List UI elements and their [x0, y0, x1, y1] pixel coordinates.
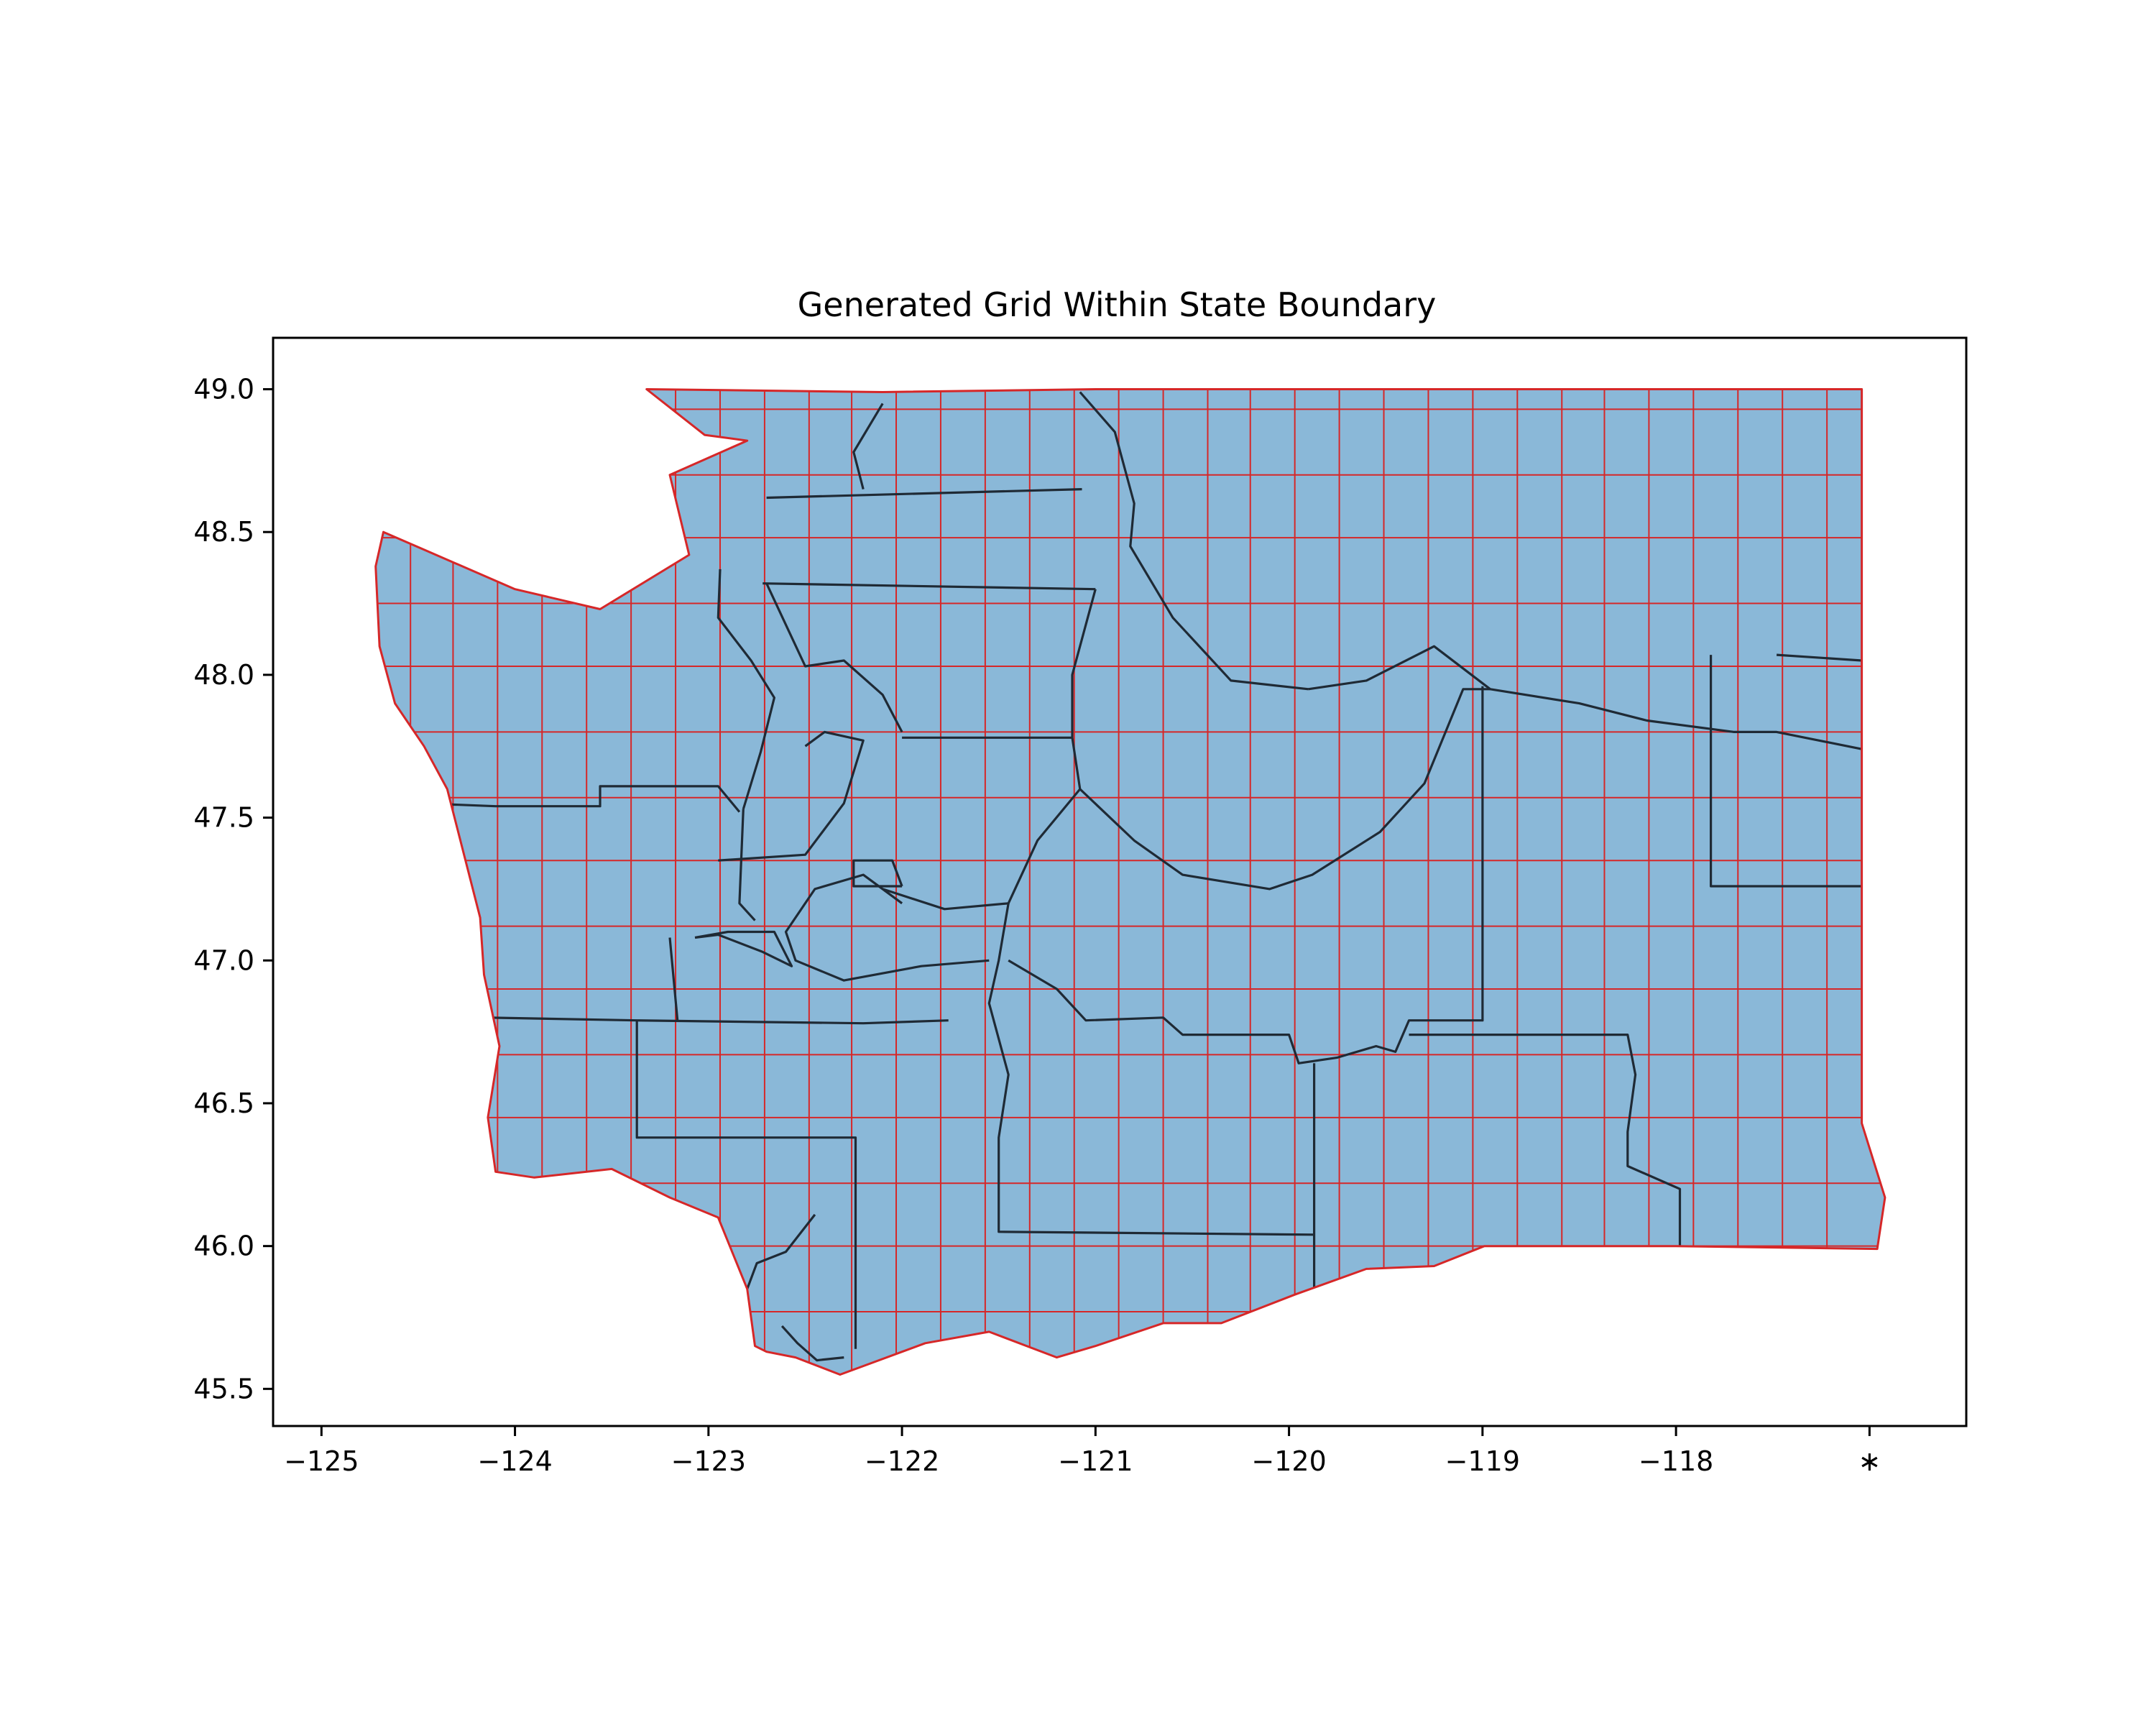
x-tick-label: −123: [671, 1445, 746, 1477]
x-tick-label: −125: [284, 1445, 359, 1477]
x-tick-label: −122: [865, 1445, 939, 1477]
county-boundary: [763, 582, 1096, 591]
county-boundary: [1776, 653, 1862, 662]
county-boundary: [694, 930, 793, 967]
county-boundary: [784, 873, 990, 982]
county-boundary: [486, 1016, 949, 1025]
county-boundary: [668, 937, 679, 1021]
y-tick-label: 47.5: [193, 802, 254, 834]
y-tick-label: 48.5: [193, 516, 254, 548]
axes-frame: [272, 336, 1968, 1427]
y-tick-label: 46.0: [193, 1230, 254, 1262]
county-boundary: [1071, 589, 1491, 891]
x-tick-label: −118: [1639, 1445, 1713, 1477]
county-boundary: [1008, 686, 1484, 1064]
x-tick-label: ∗: [1858, 1445, 1881, 1477]
y-tick-label: 49.0: [193, 374, 254, 405]
county-boundary: [766, 488, 1082, 500]
x-tick-label: −121: [1058, 1445, 1133, 1477]
county-boundary: [635, 1020, 857, 1349]
county-boundary: [718, 730, 865, 862]
county-boundary: [765, 583, 903, 733]
y-tick-label: 48.0: [193, 659, 254, 691]
county-boundary: [780, 1325, 844, 1362]
county-boundary: [717, 569, 776, 810]
state-fill: [375, 389, 1885, 1375]
county-boundary: [1308, 645, 1862, 750]
county-boundary: [422, 785, 741, 813]
county-boundary: [746, 1213, 816, 1289]
y-tick-label: 46.5: [193, 1087, 254, 1119]
county-boundary: [852, 402, 884, 490]
county-boundaries: [422, 391, 1862, 1362]
county-boundary: [1710, 655, 1862, 888]
state-outline: [374, 388, 1886, 1376]
chart-title: Generated Grid Within State Boundary: [798, 285, 1437, 324]
x-tick-label: −120: [1251, 1445, 1326, 1477]
x-tick-label: −119: [1445, 1445, 1520, 1477]
county-boundary: [852, 859, 903, 888]
county-boundary: [738, 809, 756, 921]
y-axis: 45.5 46.0 46.5 47.0 47.5 48.0 48.5 49.0: [193, 374, 273, 1404]
x-axis: −125 −124 −123 −122 −121 −120 −119 −118 ∗: [284, 1426, 1881, 1477]
x-tick-label: −124: [477, 1445, 552, 1477]
y-tick-label: 45.5: [193, 1373, 254, 1404]
county-boundary: [1409, 1033, 1682, 1246]
county-boundary: [1079, 391, 1309, 691]
y-tick-label: 47.0: [193, 944, 254, 976]
county-boundary: [987, 903, 1314, 1236]
